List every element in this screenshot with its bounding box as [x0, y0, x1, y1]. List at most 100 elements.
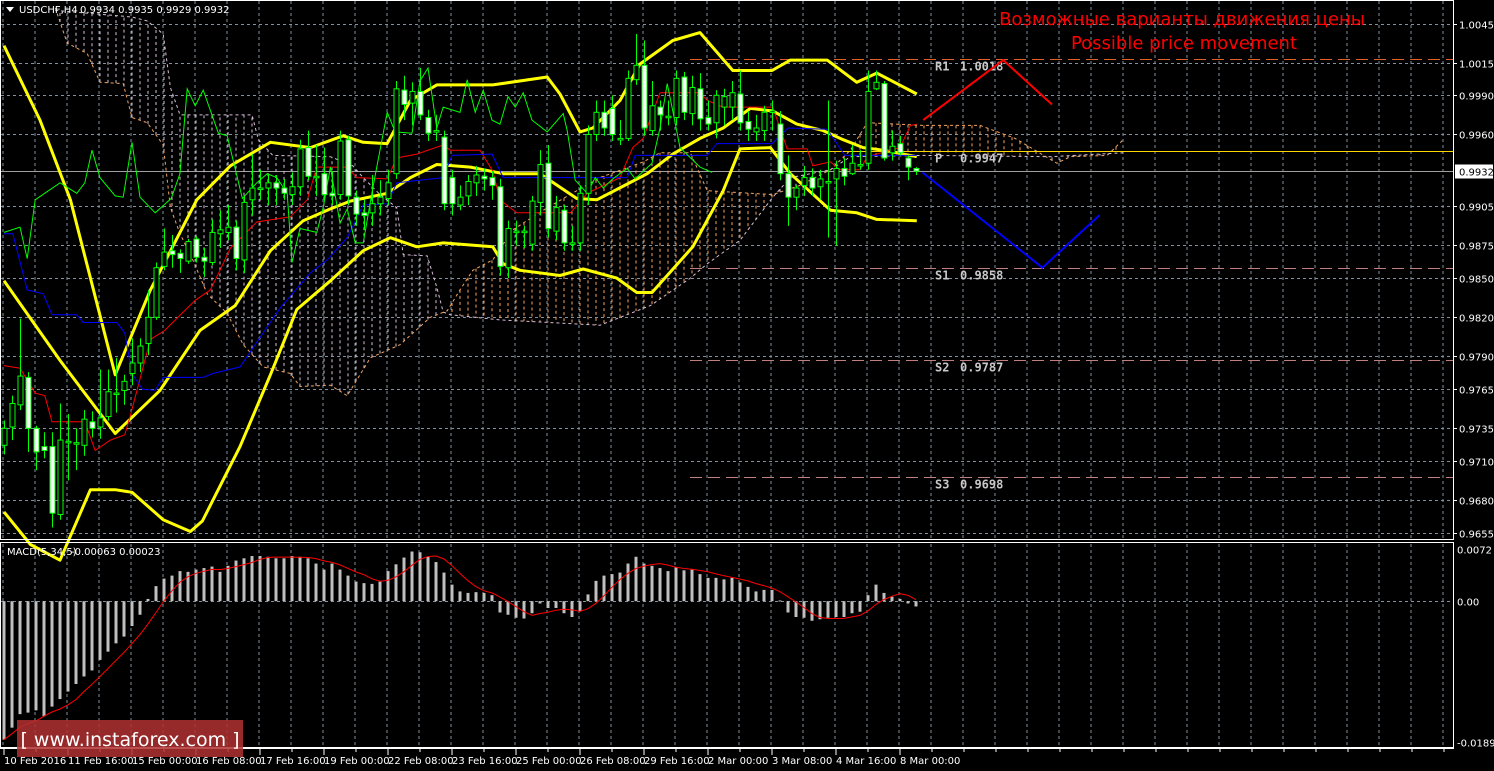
- macd-histogram-bar: [42, 601, 46, 717]
- candle-bearish: [497, 186, 504, 267]
- time-label: 29 Feb 16:00: [644, 756, 710, 767]
- macd-scale-label: 0.0072: [1457, 546, 1492, 557]
- candle-bearish: [545, 162, 552, 230]
- macd-histogram-bar: [98, 601, 102, 660]
- candle-bullish: [649, 105, 656, 132]
- candle-bearish: [601, 111, 608, 129]
- main-panel-border: [0, 0, 1454, 540]
- level-value-s1: 0.9858: [960, 269, 1003, 283]
- macd-histogram-bar: [650, 565, 654, 602]
- macd-histogram-bar: [18, 601, 22, 715]
- macd-histogram-bar: [226, 565, 230, 602]
- symbol-label: USDCHF,H4: [19, 5, 78, 16]
- macd-histogram-bar: [810, 601, 814, 621]
- price-axis[interactable]: 1.0045 1.0015 0.9990 0.9960 0.9905 0.9875 0.98…: [1453, 21, 1494, 750]
- bollinger-middle-band: [2, 106, 918, 435]
- macd-histogram-bar: [914, 601, 918, 607]
- scenario-up-line: [922, 58, 1053, 121]
- candles: [1, 33, 920, 528]
- candle-bullish: [121, 380, 128, 391]
- macd-histogram-bar: [114, 601, 118, 644]
- macd-histogram-bar: [786, 601, 790, 613]
- macd-histogram-bar: [754, 591, 758, 602]
- macd-grid: [1, 544, 1453, 747]
- macd-title: MACD(5,34,5): [7, 547, 77, 558]
- candle-bullish: [673, 77, 680, 119]
- candle-bullish: [433, 130, 440, 133]
- macd-histogram-bar: [586, 594, 590, 602]
- macd-histogram-bar: [218, 571, 222, 602]
- macd-histogram-bar: [522, 601, 526, 619]
- candle-bullish: [249, 187, 256, 201]
- macd-histogram-bar: [778, 600, 782, 602]
- macd-histogram-bar: [282, 558, 286, 602]
- candle-bearish: [281, 187, 288, 194]
- macd-histogram-bar: [354, 581, 358, 602]
- candle-bullish: [593, 111, 600, 136]
- bid-price-box: [1455, 164, 1493, 179]
- time-label: 2 Mar 00:00: [708, 756, 768, 767]
- candle-bearish: [561, 209, 568, 244]
- candle-bullish: [665, 115, 672, 119]
- price-label: 0.9790: [1459, 353, 1494, 364]
- candle-bullish: [513, 230, 520, 234]
- macd-histogram-bar: [698, 574, 702, 602]
- candle-bullish: [257, 187, 264, 191]
- macd-histogram-bar: [442, 572, 446, 602]
- macd-histogram-bar: [122, 601, 126, 637]
- level-value-s2: 0.9787: [960, 361, 1003, 375]
- macd-panel-border: [0, 542, 1454, 748]
- macd-histogram-bar: [66, 601, 70, 692]
- candle-bearish: [89, 421, 96, 429]
- level-name-s3: S3: [935, 478, 949, 492]
- macd-histogram-bar: [250, 556, 254, 602]
- candle-bearish: [361, 212, 368, 216]
- macd-histogram-bar: [626, 563, 630, 602]
- time-label: 10 Feb 2016: [4, 756, 66, 767]
- macd-histogram-bar: [690, 569, 694, 602]
- macd-histogram-bar: [10, 601, 14, 728]
- macd-histogram-bar: [770, 589, 774, 602]
- time-label: 11 Feb 16:00: [68, 756, 134, 767]
- macd-histogram-bar: [314, 563, 318, 602]
- dropdown-triangle-icon[interactable]: [6, 7, 14, 12]
- candle-bullish: [849, 162, 856, 175]
- macd-histogram-bar: [818, 601, 822, 620]
- candle-bearish: [881, 83, 888, 159]
- time-label: 25 Feb 00:00: [516, 756, 582, 767]
- macd-histogram-bar: [738, 582, 742, 602]
- candle-bearish: [193, 238, 200, 258]
- macd-histogram-bar: [762, 589, 766, 602]
- macd-histogram-bar: [426, 556, 430, 602]
- macd-histogram-bar: [274, 558, 278, 602]
- candle-bearish: [33, 427, 40, 453]
- candle-bullish: [793, 187, 800, 198]
- macd-histogram-bar: [618, 572, 622, 602]
- candle-bullish: [729, 92, 736, 108]
- candle-bullish: [769, 110, 776, 113]
- level-value-s3: 0.9698: [960, 478, 1003, 492]
- candle-bearish: [321, 173, 328, 196]
- price-label: 0.9655: [1459, 530, 1494, 541]
- level-value-r1: 1.0018: [960, 60, 1003, 74]
- time-label: 15 Feb 00:00: [132, 756, 198, 767]
- candle-bearish: [897, 143, 904, 154]
- level-name-s1: S1: [935, 269, 949, 283]
- macd-histogram-bar: [730, 577, 734, 602]
- macd-histogram-bar: [514, 601, 518, 618]
- macd-histogram-bar: [850, 601, 854, 614]
- time-label: 4 Mar 16:00: [836, 756, 896, 767]
- macd-values: -0.00063 0.00023: [71, 547, 161, 558]
- macd-histogram-bar: [746, 586, 750, 602]
- macd-histogram-bar: [2, 601, 6, 740]
- kijun-sen-line: [4, 127, 917, 391]
- candle-bearish: [425, 117, 432, 134]
- candle-bullish: [817, 178, 824, 188]
- candle-bullish: [185, 241, 192, 262]
- macd-histogram-bar: [570, 601, 574, 618]
- candle-bearish: [785, 173, 792, 198]
- macd-histogram-bar: [50, 601, 54, 707]
- candle-bearish: [329, 192, 336, 197]
- macd-histogram-bar: [58, 601, 62, 700]
